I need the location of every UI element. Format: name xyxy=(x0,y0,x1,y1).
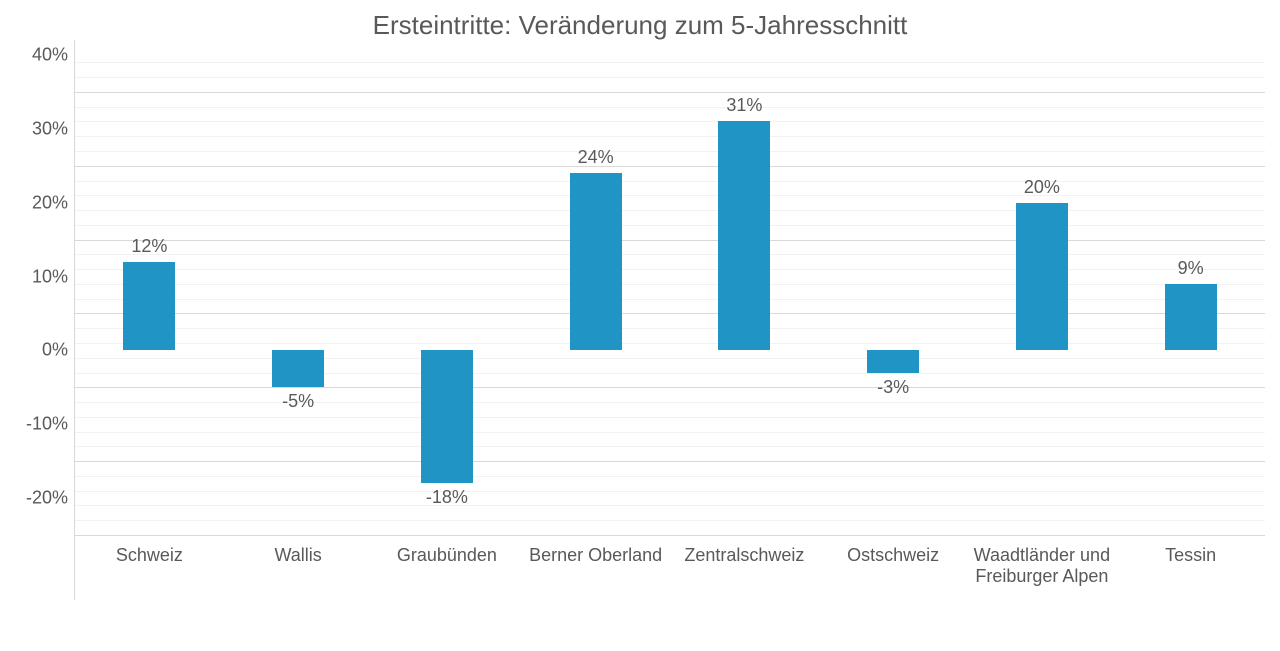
bar-group: 24% Berner Oberland xyxy=(521,55,670,615)
bar xyxy=(867,350,919,372)
bar xyxy=(570,173,622,350)
bar-value-label: 31% xyxy=(670,95,819,116)
bar-value-label: -18% xyxy=(373,487,522,508)
x-category-label: Berner Oberland xyxy=(521,545,670,566)
chart-container: Ersteintritte: Veränderung zum 5-Jahress… xyxy=(0,0,1280,651)
x-category-label: Graubünden xyxy=(373,545,522,566)
y-tick-label: 40% xyxy=(8,45,68,66)
bar-groups: 12% Schweiz -5% Wallis -18% Graubünden 24% Bern… xyxy=(75,55,1265,615)
y-tick-label: 0% xyxy=(8,340,68,361)
x-category-label: Tessin xyxy=(1116,545,1265,566)
bar-group: 12% Schweiz xyxy=(75,55,224,615)
bar-group: -3% Ostschweiz xyxy=(819,55,968,615)
x-category-label: Schweiz xyxy=(75,545,224,566)
y-tick-label: 10% xyxy=(8,266,68,287)
bar-group: 9% Tessin xyxy=(1116,55,1265,615)
x-category-label: Zentralschweiz xyxy=(670,545,819,566)
y-tick-label: -10% xyxy=(8,414,68,435)
y-tick-label: -20% xyxy=(8,488,68,509)
bar-value-label: 9% xyxy=(1116,258,1265,279)
bar xyxy=(272,350,324,387)
bar xyxy=(421,350,473,483)
y-tick-label: 30% xyxy=(8,118,68,139)
bar-group: 20% Waadtländer undFreiburger Alpen xyxy=(968,55,1117,615)
y-tick-label: 20% xyxy=(8,192,68,213)
bar-value-label: 12% xyxy=(75,236,224,257)
bar-value-label: 20% xyxy=(968,177,1117,198)
bar-group: -18% Graubünden xyxy=(373,55,522,615)
bar xyxy=(1016,203,1068,351)
x-category-label: Wallis xyxy=(224,545,373,566)
x-category-label: Waadtländer undFreiburger Alpen xyxy=(968,545,1117,586)
x-category-label: Ostschweiz xyxy=(819,545,968,566)
bar xyxy=(718,121,770,350)
bar-value-label: -3% xyxy=(819,377,968,398)
bar-value-label: 24% xyxy=(521,147,670,168)
bar xyxy=(1165,284,1217,350)
bar xyxy=(123,262,175,351)
bar-group: 31% Zentralschweiz xyxy=(670,55,819,615)
bar-group: -5% Wallis xyxy=(224,55,373,615)
bar-value-label: -5% xyxy=(224,391,373,412)
chart-title: Ersteintritte: Veränderung zum 5-Jahress… xyxy=(0,10,1280,41)
